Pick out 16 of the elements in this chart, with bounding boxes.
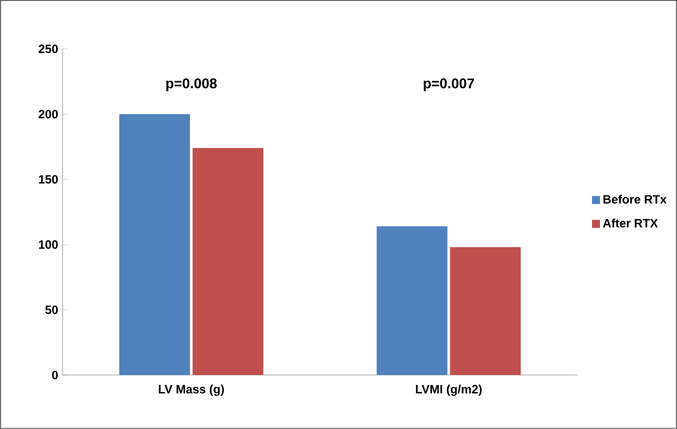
bar xyxy=(376,226,448,376)
y-tick-label: 100 xyxy=(39,240,58,249)
bar xyxy=(119,114,190,376)
y-tick-label: 150 xyxy=(39,175,58,184)
y-tick-label: 250 xyxy=(38,44,58,54)
y-tick-label: 50 xyxy=(45,306,58,314)
bar xyxy=(450,247,521,376)
x-tick-label: LV Mass (g) xyxy=(158,384,224,396)
legend-label: After RTX xyxy=(602,218,658,228)
x-tick-label: LVMI (g/m2) xyxy=(416,384,482,396)
y-tick-label: 200 xyxy=(38,110,58,118)
bar xyxy=(192,148,264,376)
annotation: p=0.007 xyxy=(424,78,474,92)
legend-label: Before RTx xyxy=(603,194,667,204)
y-tick-label: 0 xyxy=(52,370,58,380)
annotation: p=0.008 xyxy=(166,78,217,92)
